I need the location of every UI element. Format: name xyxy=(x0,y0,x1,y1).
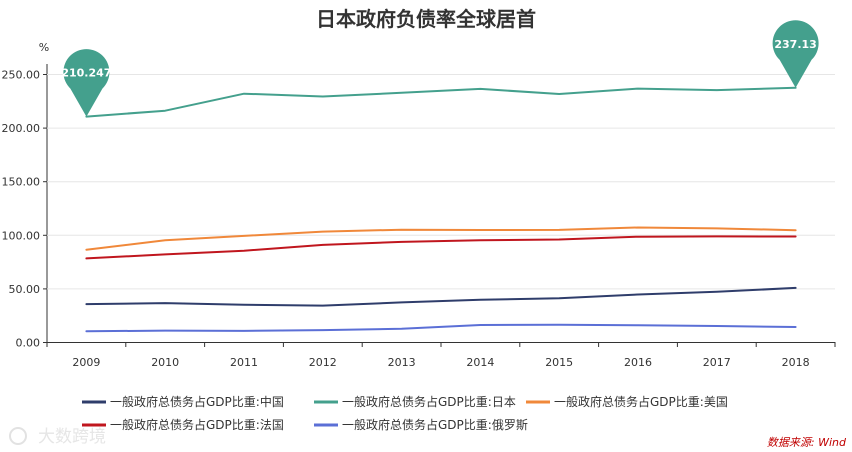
y-axis-unit: % xyxy=(39,41,49,54)
series-line-1 xyxy=(85,86,797,118)
watermark: 大数跨境 xyxy=(9,427,106,447)
legend: 一般政府总债务占GDP比重:中国 一般政府总债务占GDP比重:日本 一般政府总债务占… xyxy=(82,394,728,432)
plot-area xyxy=(85,86,797,333)
x-axis: 2009 2010 2011 2012 2013 2014 2015 2016 2017 2018 xyxy=(46,342,836,369)
series-line-4 xyxy=(85,323,797,333)
x-tick-label: 2014 xyxy=(466,356,494,369)
y-tick-label: 0.00 xyxy=(16,337,41,350)
series-line-0 xyxy=(85,286,797,307)
legend-item-4: 一般政府总债务占GDP比重:俄罗斯 xyxy=(314,417,528,432)
y-tick-label: 50.00 xyxy=(9,283,41,296)
legend-item-1: 一般政府总债务占GDP比重:日本 xyxy=(314,394,516,409)
annotation-pin-shape xyxy=(63,49,110,117)
legend-item-0: 一般政府总债务占GDP比重:中国 xyxy=(82,394,284,409)
x-tick-label: 2016 xyxy=(624,356,652,369)
y-tick-label: 200.00 xyxy=(2,122,41,135)
legend-label: 一般政府总债务占GDP比重:美国 xyxy=(554,394,728,409)
y-tick-label: 100.00 xyxy=(2,229,41,242)
annotation-layer: 210.247 237.13 xyxy=(61,20,819,117)
annotation-label: 237.13 xyxy=(774,38,816,51)
watermark-text: 大数跨境 xyxy=(38,427,106,447)
watermark-icon xyxy=(9,427,27,445)
legend-item-3: 一般政府总债务占GDP比重:法国 xyxy=(82,417,284,432)
annotation-label: 210.247 xyxy=(61,67,111,80)
annotation-pin-0: 210.247 xyxy=(61,49,111,117)
x-tick-label: 2017 xyxy=(703,356,731,369)
x-tick-label: 2015 xyxy=(545,356,573,369)
x-tick-label: 2012 xyxy=(309,356,337,369)
x-tick-label: 2013 xyxy=(388,356,416,369)
legend-label: 一般政府总债务占GDP比重:日本 xyxy=(342,394,516,409)
annotation-pin-shape xyxy=(772,20,819,88)
chart-title: 日本政府负债率全球居首 xyxy=(316,7,536,31)
legend-item-2: 一般政府总债务占GDP比重:美国 xyxy=(526,394,728,409)
legend-label: 一般政府总债务占GDP比重:中国 xyxy=(110,394,284,409)
y-axis: 0.00 50.00 100.00 150.00 200.00 250.00 xyxy=(2,64,835,350)
series-line-2 xyxy=(85,226,797,251)
data-source: 数据来源: Wind xyxy=(767,436,847,449)
series-line-3 xyxy=(85,235,797,260)
y-tick-label: 150.00 xyxy=(2,176,41,189)
x-tick-label: 2010 xyxy=(151,356,179,369)
x-tick-label: 2009 xyxy=(72,356,100,369)
legend-label: 一般政府总债务占GDP比重:法国 xyxy=(110,417,284,432)
annotation-pin-1: 237.13 xyxy=(772,20,819,88)
x-tick-label: 2018 xyxy=(782,356,810,369)
y-tick-label: 250.00 xyxy=(2,69,41,82)
x-tick-label: 2011 xyxy=(230,356,258,369)
legend-label: 一般政府总债务占GDP比重:俄罗斯 xyxy=(342,417,528,432)
